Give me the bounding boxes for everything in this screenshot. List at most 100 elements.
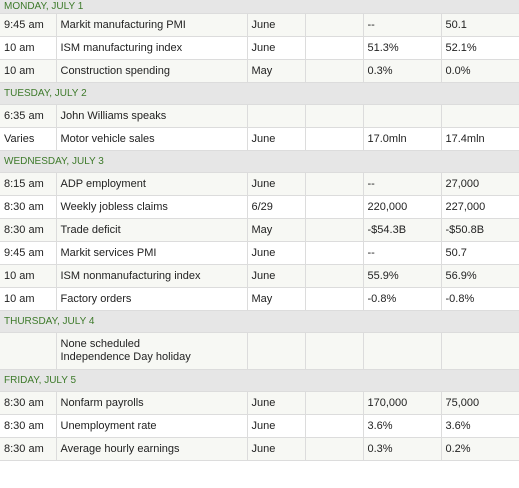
event-row: 6:35 am John Williams speaks — [0, 104, 519, 128]
event-time: 8:30 am — [0, 414, 57, 438]
event-name-line1: None scheduled — [60, 338, 141, 350]
event-name: Motor vehicle sales — [56, 127, 248, 151]
event-name: Trade deficit — [56, 218, 248, 242]
event-forecast: 0.3% — [363, 59, 442, 83]
event-time: 10 am — [0, 264, 57, 288]
event-row: 9:45 am Markit services PMI June -- 50.7 — [0, 241, 519, 265]
event-actual: 227,000 — [441, 195, 519, 219]
event-row: Varies Motor vehicle sales June 17.0mln 17.4… — [0, 127, 519, 151]
event-name: Factory orders — [56, 287, 248, 311]
event-actual: 56.9% — [441, 264, 519, 288]
economic-calendar-table: MONDAY, JULY 1 9:45 am Markit manufacturin… — [0, 0, 519, 461]
event-period: June — [247, 36, 306, 60]
event-actual: -0.8% — [441, 287, 519, 311]
day-header-row: WEDNESDAY, JULY 3 — [0, 150, 519, 173]
event-actual — [441, 332, 519, 370]
event-time: 10 am — [0, 36, 57, 60]
event-time: 10 am — [0, 287, 57, 311]
event-period: June — [247, 264, 306, 288]
event-forecast: -0.8% — [363, 287, 442, 311]
day-header-row: MONDAY, JULY 1 — [0, 0, 519, 14]
event-time: 10 am — [0, 59, 57, 83]
event-actual — [441, 104, 519, 128]
event-period: June — [247, 13, 306, 37]
event-time: 8:30 am — [0, 437, 57, 461]
event-actual: 27,000 — [441, 172, 519, 196]
event-row: None scheduled Independence Day holiday — [0, 332, 519, 370]
event-actual: 52.1% — [441, 36, 519, 60]
event-blank-cell — [305, 172, 364, 196]
event-forecast: 17.0mln — [363, 127, 442, 151]
event-period: June — [247, 127, 306, 151]
event-row: 8:15 am ADP employment June -- 27,000 — [0, 172, 519, 196]
event-forecast: -- — [363, 13, 442, 37]
event-time: 9:45 am — [0, 241, 57, 265]
event-name: None scheduled Independence Day holiday — [56, 332, 248, 370]
event-row: 8:30 am Nonfarm payrolls June 170,000 75,000 — [0, 391, 519, 415]
event-time: Varies — [0, 127, 57, 151]
event-actual: 0.2% — [441, 437, 519, 461]
event-period: June — [247, 391, 306, 415]
event-blank-cell — [305, 218, 364, 242]
event-period: June — [247, 437, 306, 461]
event-name: ISM nonmanufacturing index — [56, 264, 248, 288]
day-header-row: THURSDAY, JULY 4 — [0, 310, 519, 333]
event-forecast: -- — [363, 172, 442, 196]
day-header-label: MONDAY, JULY 1 — [0, 0, 519, 14]
event-row: 10 am ISM manufacturing index June 51.3% 52.… — [0, 36, 519, 60]
event-name: Average hourly earnings — [56, 437, 248, 461]
event-row: 8:30 am Average hourly earnings June 0.3% 0.… — [0, 437, 519, 461]
event-name: Unemployment rate — [56, 414, 248, 438]
event-blank-cell — [305, 332, 364, 370]
event-forecast: -- — [363, 241, 442, 265]
event-time: 8:30 am — [0, 195, 57, 219]
event-time: 8:15 am — [0, 172, 57, 196]
event-time: 8:30 am — [0, 218, 57, 242]
event-row: 9:45 am Markit manufacturing PMI June -- 50.… — [0, 13, 519, 37]
day-header-label: TUESDAY, JULY 2 — [0, 82, 519, 105]
event-blank-cell — [305, 264, 364, 288]
event-actual: 75,000 — [441, 391, 519, 415]
event-period: June — [247, 172, 306, 196]
event-blank-cell — [305, 104, 364, 128]
event-forecast: 3.6% — [363, 414, 442, 438]
event-blank-cell — [305, 59, 364, 83]
day-header-row: FRIDAY, JULY 5 — [0, 369, 519, 392]
day-header-label: THURSDAY, JULY 4 — [0, 310, 519, 333]
event-forecast: 220,000 — [363, 195, 442, 219]
event-forecast — [363, 104, 442, 128]
event-time — [0, 332, 57, 370]
event-row: 10 am Factory orders May -0.8% -0.8% — [0, 287, 519, 311]
event-blank-cell — [305, 195, 364, 219]
event-time: 9:45 am — [0, 13, 57, 37]
event-time: 8:30 am — [0, 391, 57, 415]
event-blank-cell — [305, 127, 364, 151]
event-row: 8:30 am Trade deficit May -$54.3B -$50.8B — [0, 218, 519, 242]
event-period: June — [247, 414, 306, 438]
event-row: 10 am Construction spending May 0.3% 0.0% — [0, 59, 519, 83]
event-blank-cell — [305, 241, 364, 265]
event-row: 8:30 am Unemployment rate June 3.6% 3.6% — [0, 414, 519, 438]
event-period — [247, 332, 306, 370]
event-actual: 50.7 — [441, 241, 519, 265]
event-actual: 0.0% — [441, 59, 519, 83]
event-actual: -$50.8B — [441, 218, 519, 242]
event-row: 8:30 am Weekly jobless claims 6/29 220,000 2… — [0, 195, 519, 219]
event-name: Markit services PMI — [56, 241, 248, 265]
event-name: Weekly jobless claims — [56, 195, 248, 219]
event-name: Construction spending — [56, 59, 248, 83]
event-forecast: 51.3% — [363, 36, 442, 60]
event-blank-cell — [305, 287, 364, 311]
event-period: June — [247, 241, 306, 265]
event-forecast: -$54.3B — [363, 218, 442, 242]
event-actual: 17.4mln — [441, 127, 519, 151]
event-name: Markit manufacturing PMI — [56, 13, 248, 37]
event-forecast: 170,000 — [363, 391, 442, 415]
event-forecast: 0.3% — [363, 437, 442, 461]
event-forecast — [363, 332, 442, 370]
event-blank-cell — [305, 36, 364, 60]
event-actual: 3.6% — [441, 414, 519, 438]
event-period: May — [247, 59, 306, 83]
event-period: May — [247, 287, 306, 311]
event-period — [247, 104, 306, 128]
